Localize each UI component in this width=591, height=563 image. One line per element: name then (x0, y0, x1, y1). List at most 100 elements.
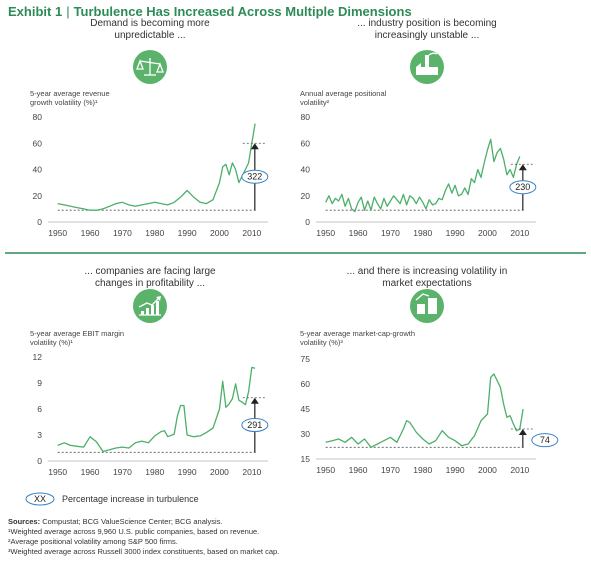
x-tick-label: 2010 (242, 228, 261, 238)
x-tick-label: 1980 (413, 228, 432, 238)
y-tick-label: 0 (37, 456, 42, 466)
factory-icon-glyph (416, 52, 438, 75)
y-tick-label: 20 (33, 191, 43, 201)
y-tick-label: 0 (305, 217, 310, 227)
y-tick-label: 60 (301, 138, 311, 148)
pct-callout (509, 180, 537, 195)
increase-arrowhead (250, 143, 259, 150)
pct-callout-text: 230 (515, 182, 530, 192)
increase-arrowhead (518, 429, 527, 435)
increase-arrowhead (518, 164, 527, 171)
x-tick-label: 1960 (349, 228, 368, 238)
legend: XX Percentage increase in turbulence (25, 492, 199, 506)
x-tick-label: 1980 (145, 467, 164, 477)
chart-panel-2: ... industry position is becomingincreas… (300, 18, 537, 238)
y-axis-label: volatility (%)³ (300, 338, 343, 347)
scale-icon-glyph (136, 58, 164, 76)
x-tick-label: 2010 (242, 467, 261, 477)
y-tick-label: 9 (37, 378, 42, 388)
x-tick-label: 1970 (381, 228, 400, 238)
y-axis-label: 5-year average revenue (30, 89, 110, 98)
pct-callout (531, 433, 559, 448)
y-tick-label: 80 (33, 112, 43, 122)
legend-marker-text: XX (34, 494, 46, 504)
y-axis-label: 5-year average market-cap-growth (300, 329, 415, 338)
x-tick-label: 1990 (446, 228, 465, 238)
x-tick-label: 1980 (413, 465, 432, 475)
sources-line: Sources: Compustat; BCG ValueScience Cen… (8, 517, 279, 527)
footnote-2: ²Average positional volatility among S&P… (8, 537, 178, 546)
y-tick-label: 15 (301, 454, 311, 464)
x-tick-label: 1960 (349, 465, 368, 475)
panel-title-line: ... industry position is becoming (357, 18, 497, 29)
x-tick-label: 1970 (113, 228, 132, 238)
y-tick-label: 20 (301, 191, 311, 201)
y-axis-label: volatility (%)¹ (30, 338, 73, 347)
x-tick-label: 1970 (113, 467, 132, 477)
x-tick-label: 1950 (48, 228, 67, 238)
panel-title-line: market expectations (382, 278, 472, 289)
footnotes: Sources: Compustat; BCG ValueScience Cen… (8, 517, 279, 557)
pct-callout (241, 418, 269, 433)
y-tick-label: 80 (301, 112, 311, 122)
sources-label: Sources: (8, 517, 41, 526)
x-tick-label: 2000 (478, 465, 497, 475)
x-tick-label: 1950 (48, 467, 67, 477)
legend-marker (25, 492, 55, 506)
exhibit-heading: Turbulence Has Increased Across Multiple… (73, 4, 412, 19)
x-tick-label: 2000 (210, 467, 229, 477)
exhibit-label: Exhibit 1 (8, 4, 63, 19)
pct-callout-text: 291 (247, 420, 262, 430)
y-tick-label: 6 (37, 404, 42, 414)
x-tick-label: 1990 (178, 467, 197, 477)
series-line (325, 138, 521, 213)
x-tick-label: 2010 (510, 465, 529, 475)
panel-title-line: unpredictable ... (114, 30, 185, 41)
x-tick-label: 2000 (210, 228, 229, 238)
y-tick-label: 12 (33, 352, 43, 362)
x-tick-label: 1960 (81, 228, 100, 238)
pct-callout-text: 322 (247, 172, 262, 182)
x-tick-label: 1990 (446, 465, 465, 475)
y-tick-label: 0 (37, 217, 42, 227)
y-tick-label: 3 (37, 430, 42, 440)
y-tick-label: 30 (301, 429, 311, 439)
panel-title-line: changes in profitability ... (95, 278, 205, 289)
footnote-3: ³Weighted average across Russell 3000 in… (8, 547, 280, 556)
x-tick-label: 1950 (316, 228, 335, 238)
rising-chart-icon-glyph (138, 296, 161, 316)
x-tick-label: 1950 (316, 465, 335, 475)
x-tick-label: 1990 (178, 228, 197, 238)
panel-title-line: ... and there is increasing volatility i… (347, 266, 508, 277)
title-separator: | (66, 4, 70, 19)
increase-arrowhead (250, 397, 259, 404)
y-tick-label: 40 (33, 165, 43, 175)
pct-callout-text: 74 (540, 435, 550, 445)
series-line (57, 366, 256, 453)
y-axis-label: growth volatility (%)¹ (30, 98, 98, 107)
y-tick-label: 45 (301, 404, 311, 414)
series-line (325, 373, 524, 448)
rising-chart-icon (133, 289, 167, 323)
y-tick-label: 60 (301, 379, 311, 389)
y-axis-label: volatility² (300, 98, 330, 107)
y-axis-label: Annual average positional (300, 89, 387, 98)
y-tick-label: 75 (301, 354, 311, 364)
x-tick-label: 1960 (81, 467, 100, 477)
y-axis-label: 5-year average EBIT margin (30, 329, 124, 338)
market-icon (410, 289, 444, 323)
y-tick-label: 40 (301, 165, 311, 175)
x-tick-label: 1970 (381, 465, 400, 475)
footnote-1: ¹Weighted average across 9,960 U.S. publ… (8, 527, 260, 536)
market-icon-glyph (415, 293, 437, 314)
sources-text: Compustat; BCG ValueScience Center; BCG … (42, 517, 223, 526)
chart-panel-4: ... and there is increasing volatility i… (300, 266, 559, 475)
panel-title-line: ... companies are facing large (84, 266, 216, 277)
x-tick-label: 2010 (510, 228, 529, 238)
series-line (57, 123, 256, 211)
exhibit-title: Exhibit 1 | Turbulence Has Increased Acros… (8, 4, 412, 19)
x-tick-label: 1980 (145, 228, 164, 238)
